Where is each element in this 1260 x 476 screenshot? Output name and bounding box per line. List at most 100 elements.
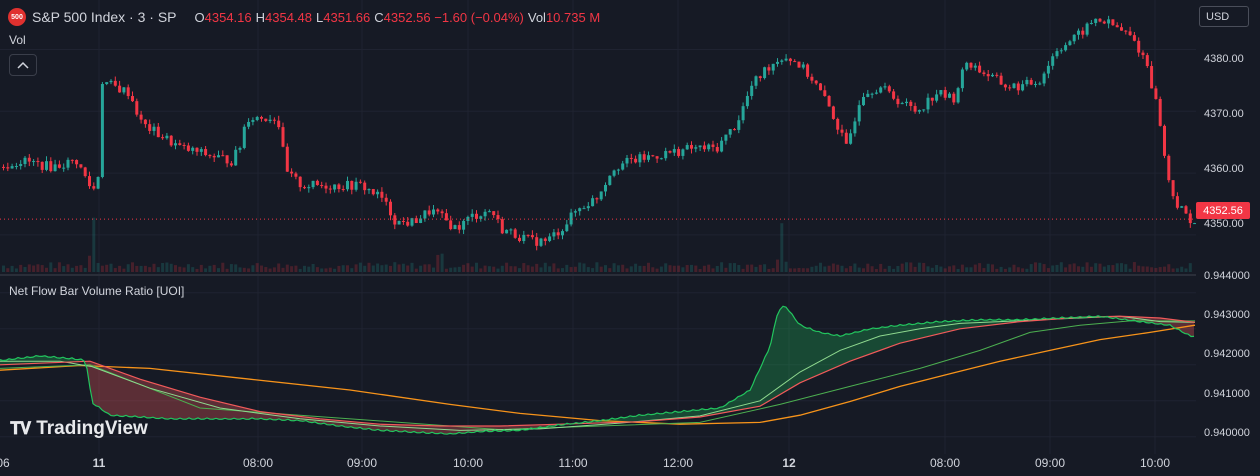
volume-bar [991,264,994,272]
flow-fill [672,411,675,420]
volume-bar [440,253,444,272]
candle-body [427,210,431,215]
flow-fill [741,394,744,410]
flow-fill [120,372,123,417]
volume-bar [333,268,337,272]
volume-bar [797,267,801,272]
candle-body [281,127,285,147]
candle-body [586,206,590,209]
flow-fill [747,390,750,409]
candle-body [10,166,14,169]
candle-body [728,129,732,135]
flow-fill [903,324,906,343]
candle-body [169,135,173,146]
candle-body [892,91,896,99]
candle-body [500,219,504,234]
candle-body [1003,84,1007,88]
candle-body [638,154,642,163]
candle-body [1077,30,1080,35]
flow-fill [624,417,627,423]
candle-body [767,67,771,71]
volume-bar [492,266,496,272]
candle-body [535,237,539,246]
volume-bar [363,265,367,272]
candle-body [814,80,818,84]
candle-body [88,176,91,187]
flow-fill [699,408,702,418]
flow-fill [399,424,402,432]
time-axis-label: 11 [92,456,106,470]
price-chart[interactable] [0,0,1196,276]
flow-fill [30,357,33,364]
flow-fill [102,365,105,412]
volume-bar [247,268,251,272]
flow-fill [417,425,420,433]
flow-fill [432,425,435,434]
volume-bar [1064,267,1068,272]
time-axis-label: 09:00 [346,456,378,470]
volume-bar [1038,262,1042,272]
flow-fill [687,411,690,419]
volume-bar [1111,265,1115,272]
candle-body [380,191,384,198]
flow-fill [225,403,228,420]
volume-bar [651,267,655,272]
candle-body [436,209,440,212]
volume-bar [668,265,672,272]
candle-body [32,161,36,163]
candle-body [440,211,444,214]
volume-bar [1094,263,1098,272]
candle-body [1072,34,1076,42]
flow-fill [381,424,384,431]
candle-body [991,74,994,77]
flow-fill [840,335,843,366]
currency-button[interactable]: USD [1199,6,1249,27]
volume-bar [466,263,470,272]
chevron-up-icon [17,61,29,69]
tradingview-logo[interactable]: 𝐓𝐕 TradingView [10,418,148,440]
volume-bar [526,265,530,272]
flow-fill [423,425,426,434]
volume-bar [995,268,999,272]
candle-body [616,169,620,171]
volume-bar [294,265,298,272]
volume-bar [548,266,552,272]
flow-fill [942,320,945,334]
indicator-title[interactable]: Net Flow Bar Volume Ratio [UOI] [9,284,185,298]
volume-bar [930,267,934,272]
volume-bar [324,268,328,272]
candle-body [565,224,569,232]
volume-bar [53,268,57,272]
candle-body [57,164,61,168]
candle-body [810,76,814,81]
volume-bar [354,264,358,272]
candle-body [148,124,152,131]
indicator-chart[interactable] [0,276,1196,454]
symbol-title[interactable]: S&P 500 Index · 3 · SP [32,9,177,25]
flow-fill [162,385,165,419]
volume-bar [776,259,779,272]
volume-bar [393,262,397,272]
volume-bar [1107,265,1111,272]
collapse-button[interactable] [9,54,37,76]
flow-fill [39,356,42,364]
candle-body [49,161,53,172]
volume-bar [1042,264,1046,272]
candle-body [79,164,83,168]
flow-fill [915,322,918,340]
flow-fill [96,363,99,407]
candle-body [505,229,509,234]
candle-body [1158,98,1162,126]
candle-body [561,231,564,236]
volume-label[interactable]: Vol [9,33,26,47]
volume-bar [423,264,427,272]
candle-body [423,210,427,219]
flow-fill [957,321,960,330]
candle-body [487,211,491,213]
volume-bar [268,268,272,272]
volume-bar [315,267,319,272]
flow-fill [783,306,786,393]
candle-body [526,234,530,236]
flow-fill [336,420,339,427]
candle-body [1025,79,1029,85]
